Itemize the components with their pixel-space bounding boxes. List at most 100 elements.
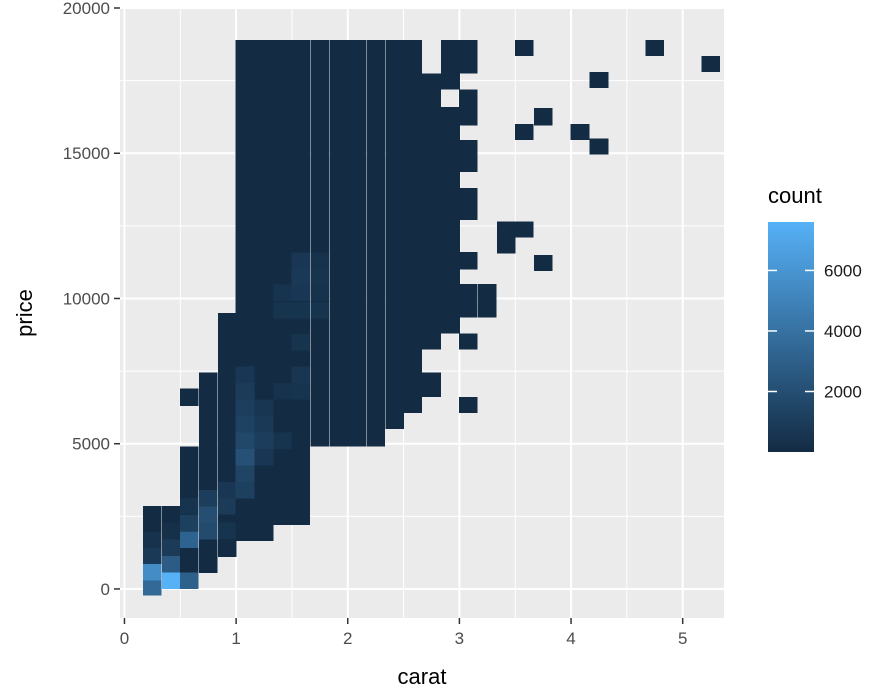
y-tick-label: 0: [101, 580, 110, 599]
y-tick-label: 15000: [63, 144, 110, 163]
heatmap-bin: [514, 124, 534, 141]
heatmap-bin: [254, 399, 274, 416]
legend-title: count: [768, 183, 822, 208]
heatmap-bin: [589, 138, 609, 155]
heatmap-bin: [459, 39, 478, 74]
heatmap-bin: [291, 383, 311, 400]
y-axis-title: price: [12, 289, 37, 337]
heatmap-bin: [217, 313, 237, 557]
heatmap-bin: [589, 71, 609, 88]
legend-label: 6000: [824, 261, 862, 280]
heatmap-bin: [291, 333, 311, 351]
heatmap-bin: [235, 383, 255, 400]
heatmap-bin: [310, 301, 330, 319]
heatmap-bin: [179, 572, 199, 589]
x-tick-label: 0: [120, 629, 129, 648]
heatmap-bin: [235, 366, 255, 384]
heatmap-bin: [273, 383, 293, 400]
x-axis-title: carat: [398, 664, 447, 689]
heatmap-bin: [422, 73, 441, 350]
x-tick-label: 5: [678, 629, 687, 648]
heatmap-bin: [198, 372, 218, 573]
heatmap-bin: [514, 221, 534, 238]
heatmap-bin: [291, 284, 311, 301]
heatmap-bin: [291, 268, 311, 285]
heatmap-bin: [459, 252, 478, 270]
x-tick-label: 2: [343, 629, 352, 648]
heatmap-bin: [441, 106, 460, 334]
heatmap-bin: [179, 388, 199, 406]
heatmap-bin: [198, 523, 218, 540]
heatmap-bin: [459, 140, 478, 173]
heatmap-bin: [143, 564, 162, 581]
heatmap-bin: [162, 572, 181, 589]
heatmap-bin: [254, 416, 274, 433]
heatmap-bin: [179, 531, 199, 548]
heatmap-bin: [459, 283, 478, 318]
legend-colorbar: [768, 222, 814, 452]
heatmap-bin: [254, 432, 274, 450]
heatmap-bin: [291, 366, 311, 384]
legend-label: 4000: [824, 322, 862, 341]
heatmap-bin: [273, 284, 293, 301]
heatmap-bin: [329, 39, 349, 447]
heatmap-bin: [478, 283, 497, 318]
heatmap-bin: [162, 556, 181, 573]
heatmap-bin: [217, 481, 237, 499]
heatmap-bin: [645, 39, 665, 56]
heatmap-bin: [441, 39, 460, 90]
y-tick-label: 5000: [72, 435, 110, 454]
x-tick-label: 4: [566, 629, 575, 648]
y-tick-label: 10000: [63, 289, 110, 308]
heatmap-bin: [162, 539, 181, 557]
heatmap-bin: [533, 108, 553, 126]
heatmap-bins: [143, 39, 720, 596]
heatmap-bin: [143, 531, 162, 548]
heatmap-bin: [291, 252, 311, 269]
heatmap-bin: [347, 39, 366, 447]
heatmap-bin: [310, 252, 330, 269]
legend: count 2000 4000 6000: [768, 183, 862, 452]
heatmap-bin: [179, 498, 199, 515]
heatmap-bin: [235, 465, 255, 482]
heatmap-bin: [235, 416, 255, 433]
heatmap-bin: [459, 188, 478, 221]
heatmap-bin: [254, 449, 274, 466]
heatmap-bin: [273, 432, 293, 450]
heatmap-bin: [385, 39, 404, 430]
heatmap-bin: [217, 522, 237, 540]
heatmap-bin: [254, 39, 274, 542]
heatmap-bin: [310, 268, 330, 285]
heatmap-bin: [366, 39, 385, 447]
heatmap-bin: [310, 284, 330, 301]
heatmap-bin: [459, 333, 478, 350]
y-axis: 0 5000 10000 15000 20000: [63, 0, 120, 599]
heatmap-bin: [422, 372, 441, 398]
heatmap-bin: [179, 514, 199, 532]
heatmap-bin: [459, 397, 478, 414]
heatmap-bin: [217, 498, 237, 515]
heatmap-bin: [496, 221, 516, 254]
heatmap-bin: [291, 301, 311, 319]
heatmap-bin: [198, 490, 218, 507]
heatmap-bin: [570, 124, 590, 141]
heatmap-bin: [235, 399, 255, 416]
heatmap-bin: [533, 254, 553, 271]
heatmap-bin: [235, 481, 255, 499]
heatmap-bin: [403, 39, 422, 414]
heatmap-bin: [310, 39, 330, 447]
legend-label: 2000: [824, 382, 862, 401]
heatmap-bin: [143, 547, 162, 565]
x-tick-label: 1: [231, 629, 240, 648]
heatmap-bin: [514, 39, 534, 56]
y-tick-label: 20000: [63, 0, 110, 18]
x-tick-label: 3: [455, 629, 464, 648]
heatmap-bin: [235, 449, 255, 466]
heatmap-bin: [273, 301, 293, 319]
heatmap-bin: [198, 506, 218, 524]
x-axis: 0 1 2 3 4 5: [120, 618, 687, 648]
heatmap-bin: [273, 39, 293, 526]
heatmap-bin: [143, 579, 162, 596]
heatmap-bin: [701, 55, 720, 72]
